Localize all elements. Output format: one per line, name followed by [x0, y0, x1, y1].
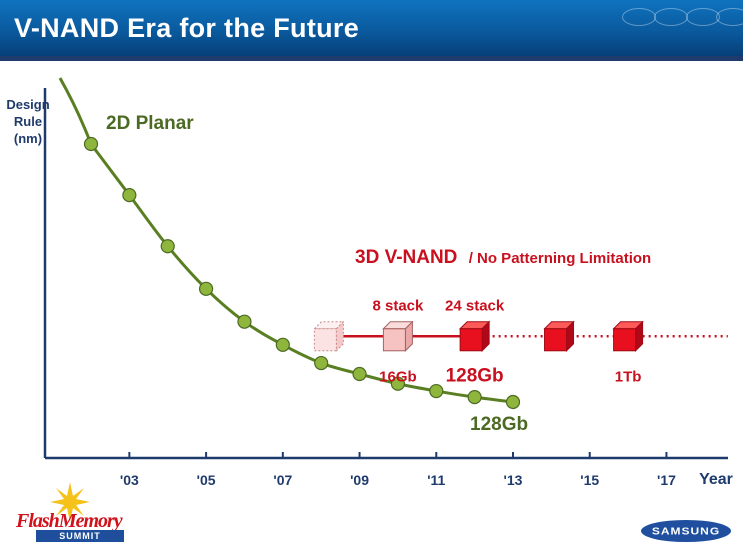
planar-data-point — [390, 376, 406, 391]
vnand-cube-icon — [382, 320, 414, 352]
x-tick-label: '17 — [657, 472, 676, 488]
slide-title: V-NAND Era for the Future — [14, 13, 360, 43]
vnand-cube-icon — [313, 320, 345, 352]
sunburst-icon — [50, 482, 90, 522]
y-axis-label-line3: (nm) — [14, 131, 42, 146]
planar-data-point — [237, 314, 252, 329]
x-tick-label: '13 — [504, 472, 523, 488]
vnand-title-bold: 3D V-NAND — [355, 247, 457, 268]
samsung-logo: SAMSUNG — [641, 519, 731, 543]
x-tick-label: '07 — [273, 472, 292, 488]
planar-data-point — [314, 355, 329, 371]
x-tick-label: '05 — [197, 472, 216, 488]
x-tick-label: '03 — [120, 472, 139, 488]
title-underline — [0, 56, 743, 61]
vnand-cube-icon — [543, 320, 575, 352]
planar-data-point — [160, 239, 175, 254]
planar-data-point — [505, 394, 521, 410]
vnand-title: 3D V-NAND / No Patterning Limitation — [355, 247, 651, 268]
vnand-title-rest: / No Patterning Limitation — [469, 250, 652, 267]
planar-data-point — [352, 366, 367, 382]
vnand-stack-label: 24 stack — [445, 297, 505, 314]
planar-data-point — [198, 281, 214, 296]
x-tick-label: '15 — [580, 472, 599, 488]
planar-series-label: 2D Planar — [106, 113, 194, 134]
event-logo-main: FlashMemory — [16, 510, 123, 532]
vnand-cube-icon — [612, 320, 644, 352]
decorative-ellipse-icon — [716, 8, 743, 26]
planar-data-point — [83, 136, 99, 152]
x-tick-label: '09 — [350, 472, 369, 488]
planar-data-point — [429, 383, 444, 399]
planar-end-label: 128Gb — [470, 414, 528, 435]
y-axis-label-line2: Rule — [14, 114, 42, 129]
event-logo-sub: SUMMIT — [36, 530, 124, 542]
planar-data-point — [275, 337, 290, 352]
title-banner: V-NAND Era for the Future — [0, 0, 743, 56]
vnand-stack-label: 8 stack — [372, 297, 424, 314]
x-tick-label: '11 — [427, 472, 445, 488]
vnand-capacity-label: 16Gb — [379, 368, 417, 385]
vnand-capacity-label: 1Tb — [615, 368, 642, 385]
vnand-capacity-label: 128Gb — [446, 365, 504, 386]
y-axis-label-line1: Design — [6, 97, 49, 112]
planar-data-point — [122, 188, 137, 203]
x-axis-label: Year — [699, 471, 733, 488]
planar-data-point — [467, 390, 482, 405]
flash-memory-summit-logo: FlashMemory SUMMIT — [14, 482, 134, 544]
vnand-cube-icon — [458, 320, 491, 352]
